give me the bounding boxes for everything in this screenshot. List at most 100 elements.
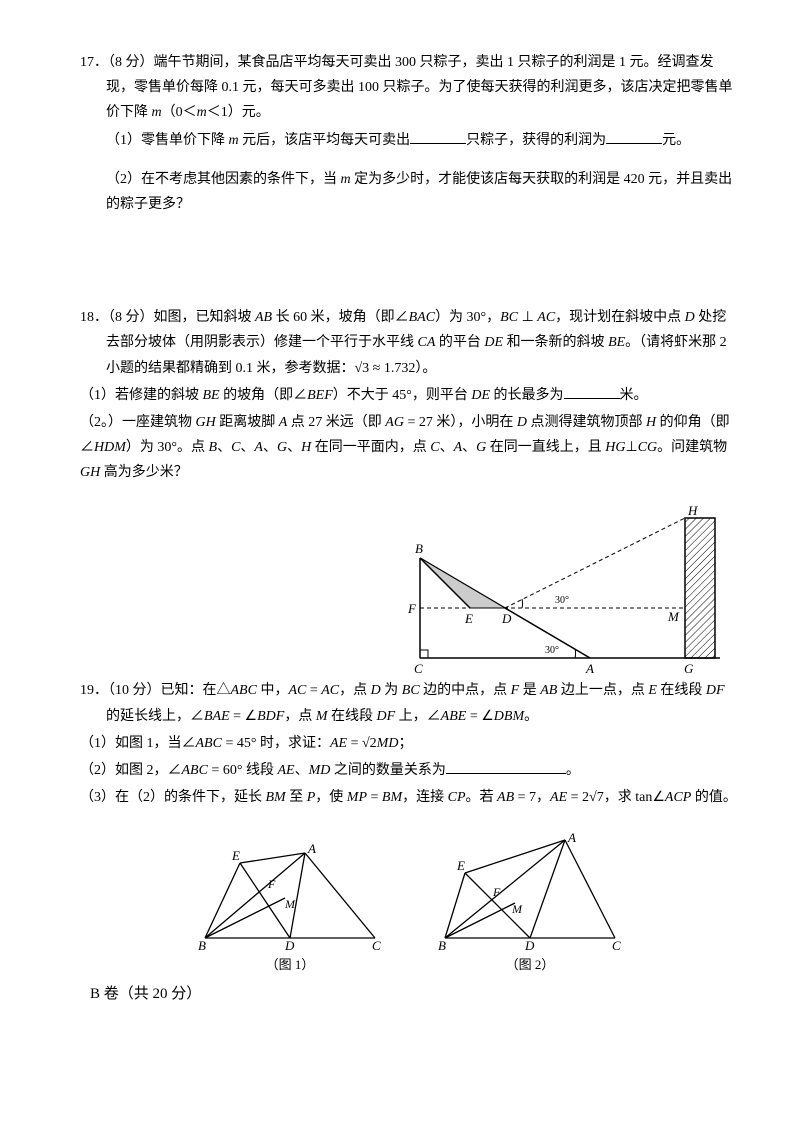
q18-bef: BEF [307,388,333,403]
q18-b: B [209,440,218,455]
q17-s2a: （2）在不考虑其他因素的条件下，当 [106,172,341,187]
q18-bc: BC [500,310,518,325]
q17-s1a: （1）零售单价下降 [106,133,229,148]
lbl-30b: 30° [545,645,559,656]
q19-bc: BC [402,683,420,698]
q19-md2: MD [309,763,331,778]
q18-num: 18． [80,310,108,325]
l2-D: D [524,938,535,953]
q18-s2h5: 、 [440,440,454,455]
q19-t12: ，点 [284,709,316,724]
q19-ae: AE [330,736,347,751]
q18-s1e: 米。 [620,388,648,403]
q19-t2: 中， [257,683,289,698]
q18-sub2: （2。）一座建筑物 GH 距离坡脚 A 点 27 米远（即 AG = 27 米）… [80,410,740,486]
q18-hdm: HDM [94,440,126,455]
q19-df2: DF [377,709,396,724]
problem-18: 18．（8 分）如图，已知斜坡 AB 长 60 米，坡角（即∠BAC）为 30°… [80,305,740,485]
q18-g2: G [476,440,486,455]
lbl-F: F [407,601,417,616]
q18-cg: CG [638,440,657,455]
q19-s3h: = 2 [567,790,589,805]
q18-t1i: ）。 [415,361,436,376]
q19-acp: ACP [665,790,691,805]
q18-gh: GH [196,415,216,430]
q19-ab2: AB [497,790,514,805]
q19-sub1: （1）如图 1，当∠ABC = 45° 时，求证：AE = √2MD； [80,731,740,756]
l2-E: E [456,858,465,873]
q18-s2h6: 、 [462,440,476,455]
q18-s2h3: 、 [263,440,277,455]
q18-head: 18．（8 分）如图，已知斜坡 AB 长 60 米，坡角（即∠BAC）为 30°… [80,305,740,381]
blank [564,385,620,399]
q19-dbm: DBM [494,709,524,724]
l2-M: M [511,902,523,916]
l2-A: A [567,830,576,845]
q18-be: BE [608,335,625,350]
lbl-30a: 30° [555,595,569,606]
q19-ab: AB [540,683,557,698]
q17-m: m [152,105,162,120]
q17-t1b: （0＜ [162,105,197,120]
q19-t16: 。 [524,709,538,724]
q17-sub2: （2）在不考虑其他因素的条件下，当 m 定为多少时，才能使该店每天获取的利润是 … [80,167,740,217]
q19-d: D [371,683,381,698]
q19-m: M [316,709,328,724]
q19-s3a: （3）在（2）的条件下，延长 [80,790,266,805]
q19-t7: 是 [519,683,540,698]
q18-s2j: 在同一直线上，且 [486,440,605,455]
q18-t1d: ，现计划在斜坡中点 [555,310,685,325]
q19-s3i: ，求 tan∠ [604,790,665,805]
l2-F: F [492,885,501,899]
l-B: B [198,938,206,953]
q19-t11: = ∠ [230,709,257,724]
l-A: A [307,841,316,856]
lbl-A: A [585,661,594,676]
q19-ac: AC [288,683,306,698]
q19-bae: BAE [204,709,230,724]
q19-mp: MP [347,790,367,805]
q19-sub3: （3）在（2）的条件下，延长 BM 至 P，使 MP = BM，连接 CP。若 … [80,785,740,810]
figure-18: B F E D M C A G H 30° 30° [400,503,730,678]
q19-sqrt2: √2 [362,736,377,751]
q17-head: 17．（8 分）端午节期间，某食品店平均每天可卖出 300 只粽子，卖出 1 只… [80,50,740,126]
q19-s3c: ，使 [315,790,347,805]
caption-2: （图 2） [430,953,630,976]
q18-s2h2: 、 [240,440,254,455]
section-b-heading: B 卷（共 20 分） [80,981,740,1008]
q18-a3: A [454,440,463,455]
q18-t1b: 长 60 米，坡角（即∠ [272,310,409,325]
q19-abc: ABC [231,683,257,698]
q18-sqrt: √3 ≈ 1.732 [355,361,416,376]
q18-c: C [231,440,240,455]
q18-t1f: 的平台 [435,335,484,350]
q17-sub1: （1）零售单价下降 m 元后，该店平均每天可卖出只粽子，获得的利润为元。 [80,128,740,153]
q19-t14: 上，∠ [395,709,441,724]
q18-s2h: 、 [217,440,231,455]
q18-s2b: 距离坡脚 [216,415,279,430]
q18-s2i: 在同一平面内，点 [311,440,430,455]
q19-s1c: = [347,736,362,751]
q18-hg: HG [605,440,625,455]
figure-19-2: E A F M B D C （图 2） [430,828,630,976]
q18-s1c: ）不大于 45°，则平台 [333,388,472,403]
q19-t13: 在线段 [328,709,377,724]
l2-C: C [612,938,621,953]
q19-df: DF [706,683,725,698]
q19-bm2: BM [382,790,402,805]
q18-ab: AB [255,310,272,325]
q17-num: 17． [80,55,108,70]
q18-s2l: 高为多少米？ [100,465,188,480]
blank [446,760,566,774]
q19-t8: 边上一点，点 [557,683,648,698]
q18-s2a: （2。）一座建筑物 [80,415,196,430]
q19-bdf: BDF [257,709,284,724]
q19-abe: ABE [441,709,467,724]
q18-h2: H [301,440,311,455]
q18-ca: CA [418,335,436,350]
q19-t15: = ∠ [466,709,493,724]
q18-g: G [277,440,287,455]
q18-perp2: ⊥ [625,440,637,455]
q18-s1a: （1）若修建的斜坡 [80,388,203,403]
q18-gh2: GH [80,465,100,480]
